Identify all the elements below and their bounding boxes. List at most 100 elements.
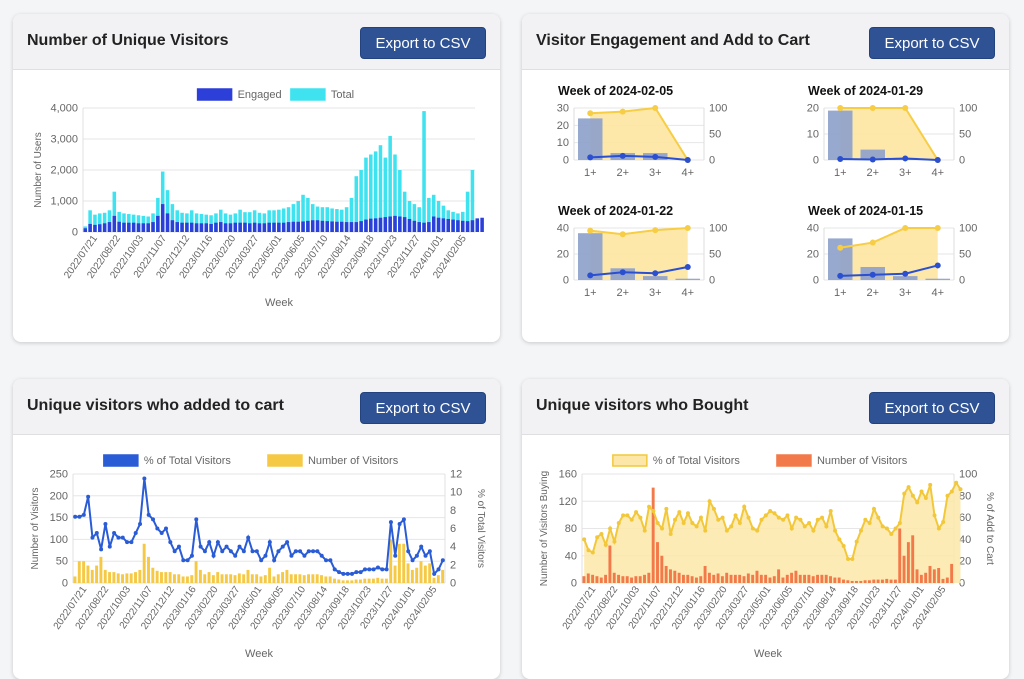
percent-point bbox=[841, 543, 846, 548]
bought-chart: % of Total Visitors Number of Visitors 0 40… bbox=[539, 454, 995, 660]
percent-point bbox=[958, 487, 963, 492]
visitors-bar bbox=[116, 573, 120, 583]
engaged-bar bbox=[335, 221, 339, 232]
engaged-bar bbox=[451, 219, 455, 232]
percent-point bbox=[668, 531, 673, 536]
total-bar bbox=[398, 170, 402, 232]
percent-point bbox=[824, 524, 829, 529]
y-tick-label: 0 bbox=[72, 227, 78, 239]
y2-tick-label: 50 bbox=[709, 249, 721, 261]
total-bar bbox=[175, 210, 179, 232]
visitors-bar bbox=[346, 580, 349, 583]
x-tick-label: 2+ bbox=[866, 167, 879, 179]
visitors-bar bbox=[229, 574, 233, 583]
visitors-bar bbox=[168, 572, 172, 583]
bought-export-button[interactable]: Export to CSV bbox=[869, 392, 995, 424]
percent-point bbox=[897, 521, 902, 526]
total-bar bbox=[407, 201, 412, 232]
percent-point bbox=[324, 558, 329, 563]
cart-point bbox=[869, 271, 876, 278]
total-bar bbox=[243, 212, 247, 232]
bought-card-title: Unique visitors who Bought bbox=[536, 397, 749, 414]
visitors-bar bbox=[441, 569, 445, 583]
total-bar bbox=[393, 154, 397, 232]
visitors-bar bbox=[121, 574, 125, 583]
visitors-bar bbox=[681, 574, 685, 583]
visitors-bar bbox=[850, 580, 854, 583]
cart-point bbox=[587, 272, 594, 279]
percent-point bbox=[889, 531, 894, 536]
visitors-bar bbox=[837, 577, 841, 583]
engagement-export-button[interactable]: Export to CSV bbox=[869, 27, 995, 59]
legend-label: Total bbox=[331, 89, 354, 101]
visitors-bar bbox=[664, 565, 668, 583]
visitors-bar bbox=[194, 561, 198, 583]
cart-point bbox=[934, 262, 941, 269]
visitors-bar bbox=[125, 573, 129, 583]
percent-point bbox=[406, 549, 411, 554]
visitors-bar bbox=[876, 579, 880, 583]
visitors-bar bbox=[289, 574, 293, 583]
cart-line bbox=[840, 264, 938, 277]
visitors-bar bbox=[621, 576, 625, 583]
percent-point bbox=[341, 571, 346, 576]
y-tick-label: 20 bbox=[807, 249, 819, 261]
y2-tick-label: 50 bbox=[709, 129, 721, 141]
engaged-bar bbox=[112, 215, 117, 232]
y2-axis-title: % of Add to Cart bbox=[984, 492, 995, 565]
panel-title: Week of 2024-01-29 bbox=[808, 84, 923, 98]
engaged-bar bbox=[330, 221, 334, 232]
engaged-bar bbox=[417, 222, 421, 232]
percent-point bbox=[582, 537, 587, 542]
percent-point bbox=[621, 513, 626, 518]
engaged-bar bbox=[675, 278, 700, 280]
visitors-bar bbox=[315, 574, 319, 583]
engaged-bar bbox=[407, 218, 412, 232]
total-bar bbox=[301, 194, 305, 232]
engaged-bar bbox=[257, 223, 262, 232]
engaged-bar bbox=[131, 222, 136, 232]
visitors-bar bbox=[932, 569, 936, 583]
ratio-point bbox=[587, 110, 594, 117]
y2-tick-label: 2 bbox=[450, 559, 456, 571]
x-tick-label: 1+ bbox=[834, 287, 847, 299]
engaged-bar bbox=[422, 222, 426, 232]
percent-point bbox=[763, 513, 768, 518]
engaged-bar bbox=[233, 222, 238, 232]
engaged-bar bbox=[364, 219, 368, 232]
percent-point bbox=[432, 571, 437, 576]
percent-point bbox=[259, 558, 264, 563]
percent-point bbox=[207, 540, 212, 545]
percent-point bbox=[776, 515, 781, 520]
visitors-bar bbox=[928, 565, 932, 583]
total-bar bbox=[335, 209, 339, 232]
percent-point bbox=[789, 526, 794, 531]
percent-area bbox=[584, 482, 961, 583]
y-tick-label: 40 bbox=[565, 550, 577, 562]
cart-point bbox=[837, 155, 844, 162]
visitors-bar bbox=[725, 572, 729, 583]
percent-point bbox=[863, 517, 868, 522]
visitors-bar bbox=[880, 579, 884, 583]
visitors-bar bbox=[294, 574, 298, 583]
visitors-bar bbox=[738, 574, 742, 583]
visitors-bar bbox=[259, 576, 263, 583]
visitors-bar bbox=[846, 580, 850, 583]
visitors-bar bbox=[937, 568, 941, 583]
percent-point bbox=[755, 528, 760, 533]
percent-point bbox=[164, 526, 168, 531]
percent-point bbox=[228, 549, 233, 554]
visitors-bar bbox=[324, 576, 328, 583]
cart-export-button[interactable]: Export to CSV bbox=[360, 392, 486, 424]
percent-point bbox=[367, 567, 372, 572]
visitors-export-button[interactable]: Export to CSV bbox=[360, 27, 486, 59]
visitors-bar bbox=[302, 575, 306, 583]
percent-point bbox=[768, 509, 773, 514]
engaged-bar bbox=[248, 223, 252, 232]
percent-point bbox=[850, 557, 855, 562]
visitors-bar bbox=[855, 580, 858, 583]
percent-point bbox=[306, 549, 311, 554]
engaged-bar bbox=[277, 222, 281, 232]
percent-point bbox=[608, 526, 613, 531]
percent-point bbox=[798, 517, 803, 522]
